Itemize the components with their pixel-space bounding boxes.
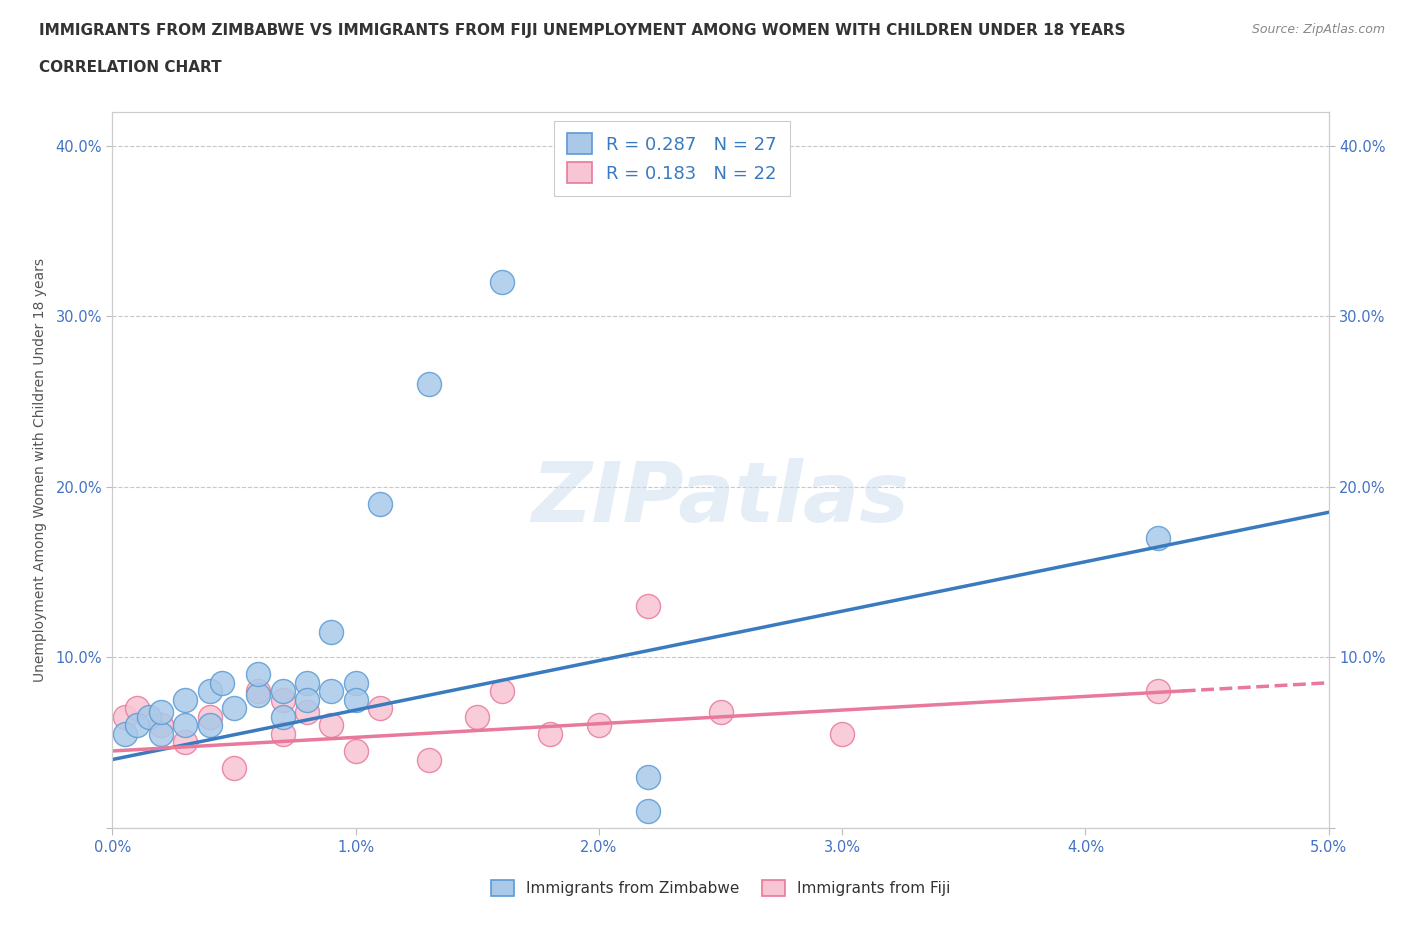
Text: ZIPatlas: ZIPatlas [531,458,910,538]
Point [344,692,367,708]
Point [637,804,659,818]
Y-axis label: Unemployment Among Women with Children Under 18 years: Unemployment Among Women with Children U… [34,258,48,682]
Point [637,599,659,614]
Point [114,710,136,724]
Point [271,684,294,698]
Text: IMMIGRANTS FROM ZIMBABWE VS IMMIGRANTS FROM FIJI UNEMPLOYMENT AMONG WOMEN WITH C: IMMIGRANTS FROM ZIMBABWE VS IMMIGRANTS F… [39,23,1126,38]
Point [1147,684,1170,698]
Point [247,684,270,698]
Point [295,704,318,719]
Point [174,692,197,708]
Point [295,675,318,690]
Point [150,704,173,719]
Point [709,704,731,719]
Point [174,735,197,750]
Point [271,710,294,724]
Point [247,687,270,702]
Point [344,675,367,690]
Point [831,726,853,741]
Text: CORRELATION CHART: CORRELATION CHART [39,60,222,75]
Point [295,692,318,708]
Text: Source: ZipAtlas.com: Source: ZipAtlas.com [1251,23,1385,36]
Point [491,684,513,698]
Point [321,624,343,639]
Point [491,274,513,289]
Point [174,718,197,733]
Point [114,726,136,741]
Point [418,752,440,767]
Point [138,710,160,724]
Point [465,710,489,724]
Point [1147,530,1170,545]
Point [271,692,294,708]
Point [150,726,173,741]
Point [247,667,270,682]
Point [344,744,367,759]
Point [125,701,148,716]
Point [211,675,233,690]
Point [321,684,343,698]
Point [368,701,391,716]
Point [588,718,610,733]
Legend: Immigrants from Zimbabwe, Immigrants from Fiji: Immigrants from Zimbabwe, Immigrants fro… [485,874,956,902]
Point [321,718,343,733]
Point [368,497,391,512]
Point [538,726,561,741]
Point [271,726,294,741]
Point [198,710,221,724]
Point [198,684,221,698]
Point [637,769,659,784]
Point [418,377,440,392]
Point [125,718,148,733]
Point [198,718,221,733]
Point [150,718,173,733]
Point [222,701,246,716]
Point [222,761,246,776]
